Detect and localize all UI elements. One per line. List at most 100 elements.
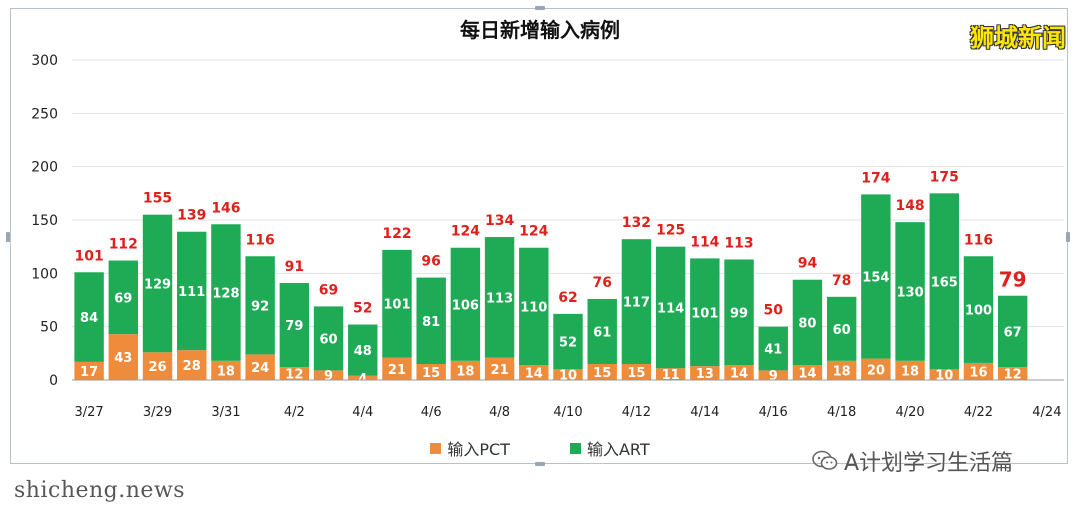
bar-art xyxy=(519,247,549,366)
data-label-pct: 18 xyxy=(456,364,474,379)
bar-art xyxy=(108,260,139,335)
data-label-art: 130 xyxy=(896,285,923,300)
bar-art xyxy=(826,296,857,361)
bar-pct xyxy=(621,364,652,380)
x-tick-label: 4/10 xyxy=(553,405,582,420)
data-label-pct: 15 xyxy=(422,366,440,381)
data-label-pct: 10 xyxy=(935,369,953,384)
bar-art xyxy=(895,222,925,361)
bar-art xyxy=(313,306,344,371)
bar-pct xyxy=(245,354,275,380)
data-label-total: 122 xyxy=(382,226,411,242)
data-label-total: 175 xyxy=(930,169,959,185)
data-label-total: 155 xyxy=(143,191,172,207)
data-label-pct: 21 xyxy=(491,363,509,378)
bar-pct xyxy=(826,360,857,380)
data-label-art: 114 xyxy=(657,301,684,316)
data-label-total: 91 xyxy=(285,259,304,275)
bar-art xyxy=(690,258,720,367)
data-label-art: 92 xyxy=(251,299,269,314)
data-label-art: 60 xyxy=(320,332,338,347)
data-label-pct: 43 xyxy=(114,351,132,366)
watermark-right-text: A计划学习生活篇 xyxy=(844,451,1014,476)
bar-pct xyxy=(929,369,959,380)
data-label-art: 80 xyxy=(798,316,816,331)
bar-pct xyxy=(553,369,583,380)
x-tick-label: 4/4 xyxy=(352,405,373,420)
data-label-art: 69 xyxy=(114,291,132,306)
x-tick-label: 3/31 xyxy=(211,405,240,420)
x-tick-label: 4/24 xyxy=(1032,405,1061,420)
bar-pct xyxy=(313,370,344,380)
bar-pct xyxy=(997,367,1028,380)
bar-art xyxy=(655,246,686,369)
bar-pct xyxy=(690,366,720,380)
data-label-total: 94 xyxy=(798,256,818,272)
data-label-total: 62 xyxy=(558,290,577,306)
resize-handle-top[interactable] xyxy=(535,6,545,10)
bar-art xyxy=(621,239,652,364)
data-label-art: 129 xyxy=(144,277,171,292)
legend-swatch-art xyxy=(569,442,581,454)
x-tick-label: 4/18 xyxy=(827,405,856,420)
x-tick-label: 4/8 xyxy=(489,405,510,420)
bar-pct xyxy=(108,334,139,380)
bar-art xyxy=(245,256,275,355)
data-label-total: 174 xyxy=(861,170,890,186)
data-label-pct: 16 xyxy=(969,365,987,380)
bar-pct xyxy=(792,365,823,380)
data-label-pct: 9 xyxy=(324,369,333,384)
bar-art xyxy=(861,194,891,359)
y-tick-label: 200 xyxy=(31,160,58,176)
data-label-pct: 4 xyxy=(358,372,367,387)
data-label-pct: 12 xyxy=(1004,368,1022,383)
data-label-pct: 14 xyxy=(730,367,748,382)
resize-handle-left[interactable] xyxy=(6,232,10,242)
data-label-pct: 14 xyxy=(798,367,816,382)
data-label-art: 165 xyxy=(931,275,958,290)
data-label-total: 148 xyxy=(895,198,924,214)
data-label-art: 67 xyxy=(1004,325,1022,340)
resize-handle-bottom[interactable] xyxy=(535,462,545,466)
data-label-total: 112 xyxy=(109,237,138,253)
brand-logo: 狮城新闻 xyxy=(970,24,1066,52)
bar-pct xyxy=(416,364,446,380)
data-label-art: 60 xyxy=(833,323,851,338)
data-label-art: 61 xyxy=(593,325,611,340)
bar-art xyxy=(279,282,310,368)
data-label-art: 117 xyxy=(623,296,650,311)
data-label-art: 52 xyxy=(559,336,577,351)
data-label-total: 113 xyxy=(724,235,753,251)
data-label-pct: 13 xyxy=(696,367,714,382)
bar-art xyxy=(450,247,481,361)
data-label-art: 101 xyxy=(691,306,718,321)
data-label-total: 124 xyxy=(519,224,548,240)
y-tick-label: 300 xyxy=(31,53,58,69)
bar-pct xyxy=(450,360,481,380)
data-label-total: 78 xyxy=(832,273,851,289)
bar-pct xyxy=(484,357,515,380)
data-label-total: 139 xyxy=(177,208,206,224)
data-label-pct: 26 xyxy=(148,360,166,375)
data-label-art: 101 xyxy=(383,298,410,313)
data-label-art: 81 xyxy=(422,315,440,330)
data-label-pct: 10 xyxy=(559,369,577,384)
x-tick-label: 4/2 xyxy=(284,405,305,420)
bar-pct xyxy=(348,375,378,380)
data-label-total: 69 xyxy=(319,282,338,298)
data-label-pct: 15 xyxy=(593,366,611,381)
data-label-pct: 24 xyxy=(251,361,269,376)
data-label-pct: 15 xyxy=(627,366,645,381)
bar-art xyxy=(484,237,515,358)
data-label-art: 113 xyxy=(486,291,513,306)
data-label-total: 96 xyxy=(421,254,440,270)
data-label-total: 116 xyxy=(246,232,275,248)
bar-art xyxy=(74,272,104,362)
resize-handle-right[interactable] xyxy=(1066,232,1070,242)
bar-art xyxy=(929,193,959,370)
data-label-art: 111 xyxy=(178,285,205,300)
x-tick-label: 4/6 xyxy=(421,405,442,420)
bar-art xyxy=(177,231,207,351)
bar-art xyxy=(963,256,994,363)
